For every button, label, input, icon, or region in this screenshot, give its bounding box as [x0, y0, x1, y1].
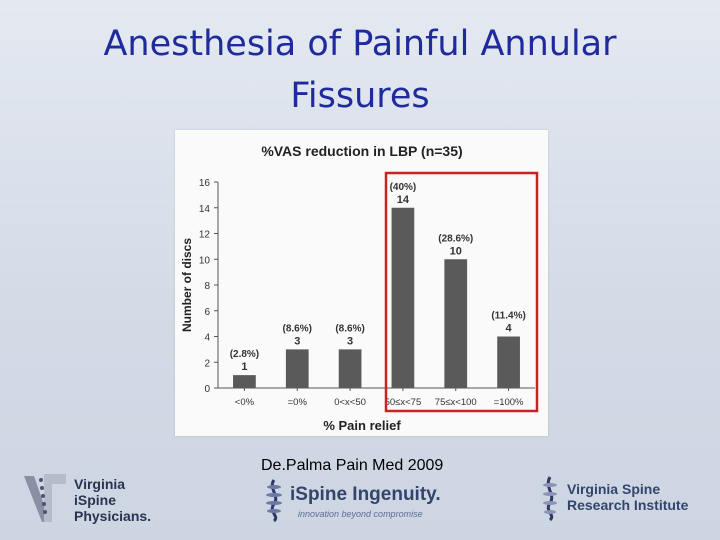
virginia-spine-research-institute-logo: Virginia Spine Research Institute [535, 475, 705, 525]
ingenuity-name: iSpine Ingenuity. [290, 484, 441, 505]
x-tick-label: =100% [494, 397, 524, 408]
y-tick-label: 10 [199, 255, 211, 266]
bar-percent-label: (28.6%) [438, 233, 473, 244]
y-tick-label: 16 [199, 178, 211, 189]
y-tick-label: 4 [204, 333, 210, 344]
bar [497, 336, 520, 388]
x-ticks: <0% =0% 0<x<50 50≤x<75 75≤x<100 =100% [235, 388, 524, 408]
x-tick-label: 0<x<50 [334, 397, 366, 408]
slide-title-line-1: Anesthesia of Painful Annular [103, 24, 617, 64]
bar-chart-svg: %VAS reduction in LBP (n=35) 02468101214… [180, 143, 539, 433]
spine-icon [266, 479, 282, 522]
bar-value-label: 3 [347, 335, 353, 347]
spine-v-icon [24, 474, 66, 522]
highlight-box [384, 171, 539, 413]
y-tick-label: 2 [204, 358, 210, 369]
vip-line-3: Physicians. [74, 508, 152, 524]
vip-line-1: Virginia [74, 476, 126, 492]
bar-percent-label: (2.8%) [230, 349, 259, 360]
bar-percent-label: (8.6%) [335, 323, 364, 334]
vsri-line-2: Research Institute [567, 497, 689, 513]
virginia-ispine-physicians-logo: Virginia iSpine Physicians. [22, 462, 172, 530]
bar-percent-label: (40%) [390, 182, 417, 193]
vsri-line-1: Virginia Spine [567, 481, 661, 497]
chart-title: %VAS reduction in LBP (n=35) [261, 143, 462, 159]
x-tick-label: 75≤x<100 [435, 397, 477, 408]
bar-value-label: 1 [241, 361, 247, 373]
y-tick-label: 0 [204, 384, 210, 395]
x-tick-label: <0% [235, 397, 255, 408]
y-ticks: 0 2 4 6 8 10 12 14 16 [199, 178, 218, 395]
y-tick-label: 8 [204, 281, 210, 292]
x-tick-label: 50≤x<75 [385, 397, 422, 408]
x-axis-label: % Pain relief [323, 418, 401, 433]
ingenuity-tagline: innovation beyond compromise [298, 509, 423, 519]
x-tick-label: =0% [288, 397, 308, 408]
bar-value-label: 10 [450, 245, 462, 257]
slide-title-line-2: Fissures [290, 76, 430, 116]
citation: De.Palma Pain Med 2009 [261, 457, 444, 474]
ispine-ingenuity-logo: iSpine Ingenuity. innovation beyond comp… [258, 478, 458, 528]
y-axis-label: Number of discs [180, 238, 194, 332]
slide-title: Anesthesia of Painful Annular Fissures [40, 18, 680, 122]
bar [391, 207, 415, 388]
bar-value-label: 14 [397, 194, 410, 206]
bar [233, 375, 256, 388]
y-tick-label: 12 [199, 230, 211, 241]
bar [338, 349, 362, 388]
bar-value-label: 4 [506, 323, 513, 335]
bar [285, 349, 309, 388]
y-tick-label: 14 [199, 204, 211, 215]
vip-line-2: iSpine [74, 492, 117, 508]
bar-percent-label: (8.6%) [283, 323, 312, 334]
y-tick-label: 6 [204, 307, 210, 318]
bar-chart: %VAS reduction in LBP (n=35) 0 2 4 6 8 10 12 14… [175, 130, 548, 436]
bar-value-label: 3 [294, 335, 300, 347]
bar-series: 1(2.8%)3(8.6%)3(8.6%)14(40%)10(28.6%)4(1… [230, 182, 526, 388]
bar [444, 259, 468, 388]
bar-percent-label: (11.4%) [491, 311, 525, 322]
spine-icon [543, 476, 557, 521]
